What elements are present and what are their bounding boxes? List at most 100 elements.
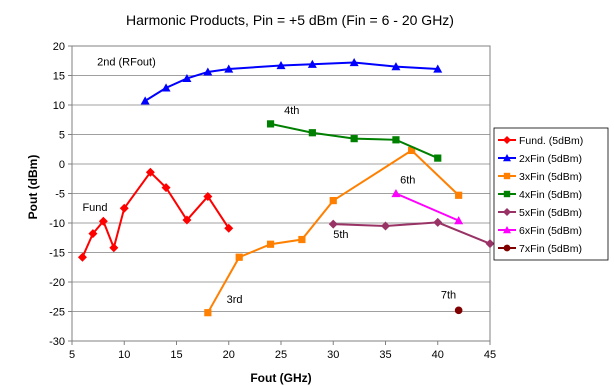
data-point	[454, 216, 464, 225]
annotation-label: 6th	[400, 174, 415, 186]
data-point	[203, 191, 213, 201]
legend-label: 6xFin (5dBm)	[519, 225, 582, 237]
legend-item: 3xFin (5dBm)	[498, 171, 582, 183]
series-6xfin	[391, 189, 464, 225]
data-point	[503, 208, 511, 216]
y-tick-label: 5	[59, 130, 65, 142]
y-axis: -30 -25 -20 -15 -10 -5 0 5 10 15 20	[49, 41, 72, 348]
data-point	[433, 217, 443, 227]
data-point	[266, 240, 275, 248]
data-point	[307, 59, 317, 68]
data-point	[503, 226, 511, 234]
data-point	[109, 243, 119, 253]
data-point	[119, 203, 129, 213]
y-tick-label: -10	[49, 218, 65, 230]
data-point	[392, 136, 400, 144]
x-tick-label: 15	[170, 349, 182, 361]
series-line	[333, 221, 491, 245]
legend-label: 2xFin (5dBm)	[519, 153, 582, 165]
x-tick-label: 35	[379, 349, 391, 361]
annotations: 2nd (RFout) 4th Fund 6th 5th 3rd 7th	[82, 56, 456, 306]
legend-item: 2xFin (5dBm)	[498, 153, 582, 165]
y-tick-label: -20	[49, 277, 65, 289]
series-line	[81, 170, 230, 258]
series-3xfin	[204, 146, 463, 317]
series-2xfin	[140, 58, 443, 105]
series-fund	[77, 167, 234, 262]
data-point	[182, 73, 192, 83]
legend-label: 7xFin (5dBm)	[519, 243, 582, 255]
data-point	[88, 229, 98, 239]
data-point	[329, 196, 337, 205]
x-tick-label: 40	[432, 349, 444, 361]
data-point	[224, 223, 234, 233]
data-point	[203, 67, 213, 76]
x-tick-label: 10	[118, 349, 130, 361]
legend-item: 4xFin (5dBm)	[498, 189, 582, 201]
data-point	[434, 154, 442, 162]
data-point	[266, 120, 275, 128]
data-point	[503, 154, 511, 162]
y-tick-label: -30	[49, 336, 65, 348]
data-point	[298, 235, 306, 244]
series-5xfin	[328, 217, 495, 249]
data-point	[503, 136, 511, 144]
x-tick-label: 45	[484, 349, 496, 361]
series-line	[395, 192, 460, 222]
x-tick-label: 25	[275, 349, 287, 361]
data-point	[391, 62, 401, 71]
y-axis-label: Pout (dBm)	[26, 155, 40, 220]
data-point	[503, 244, 511, 252]
legend-label: 5xFin (5dBm)	[519, 207, 582, 219]
x-tick-label: 5	[69, 349, 75, 361]
y-tick-label: -25	[49, 307, 65, 319]
annotation-label: Fund	[82, 202, 107, 214]
data-point	[391, 189, 401, 198]
annotation-label: 2nd (RFout)	[97, 56, 156, 68]
annotation-label: 7th	[441, 290, 456, 302]
data-point	[140, 96, 150, 105]
legend-item: 7xFin (5dBm)	[498, 243, 582, 255]
data-point	[145, 167, 155, 177]
x-axis: 5 10 15 20 25 30 35 40 45	[69, 341, 496, 361]
series-line	[144, 61, 438, 102]
y-tick-label: 15	[53, 71, 65, 83]
data-point	[204, 309, 212, 317]
data-point	[328, 219, 338, 229]
data-point	[235, 253, 243, 261]
y-tick-label: -15	[49, 248, 65, 260]
data-point	[433, 64, 443, 73]
data-point	[503, 172, 511, 180]
series-layer	[77, 58, 495, 317]
x-axis-label: Fout (GHz)	[250, 371, 311, 385]
data-point	[98, 216, 108, 226]
x-tick-label: 30	[327, 349, 339, 361]
data-point	[485, 239, 495, 249]
data-point	[308, 129, 316, 137]
data-point	[454, 306, 463, 315]
y-tick-label: 0	[59, 159, 65, 171]
data-point	[350, 135, 358, 143]
series-7xfin	[454, 306, 463, 315]
data-point	[381, 221, 390, 231]
y-tick-label: 20	[53, 41, 65, 53]
legend-item: 5xFin (5dBm)	[498, 207, 582, 219]
data-point	[77, 252, 87, 262]
data-point	[408, 146, 416, 155]
data-point	[503, 190, 511, 198]
legend-label: 4xFin (5dBm)	[519, 189, 582, 201]
y-tick-label: 10	[53, 100, 65, 112]
legend-label: 3xFin (5dBm)	[519, 171, 582, 183]
data-point	[161, 183, 171, 193]
data-point	[182, 215, 192, 225]
annotation-label: 4th	[284, 105, 299, 117]
x-tick-label: 20	[223, 349, 235, 361]
annotation-label: 5th	[333, 229, 348, 241]
legend-item: Fund. (5dBm)	[498, 135, 583, 147]
y-tick-label: -5	[55, 189, 65, 201]
data-point	[349, 58, 359, 67]
data-point	[276, 60, 286, 70]
legend-item: 6xFin (5dBm)	[498, 225, 582, 237]
legend-label: Fund. (5dBm)	[519, 135, 583, 147]
